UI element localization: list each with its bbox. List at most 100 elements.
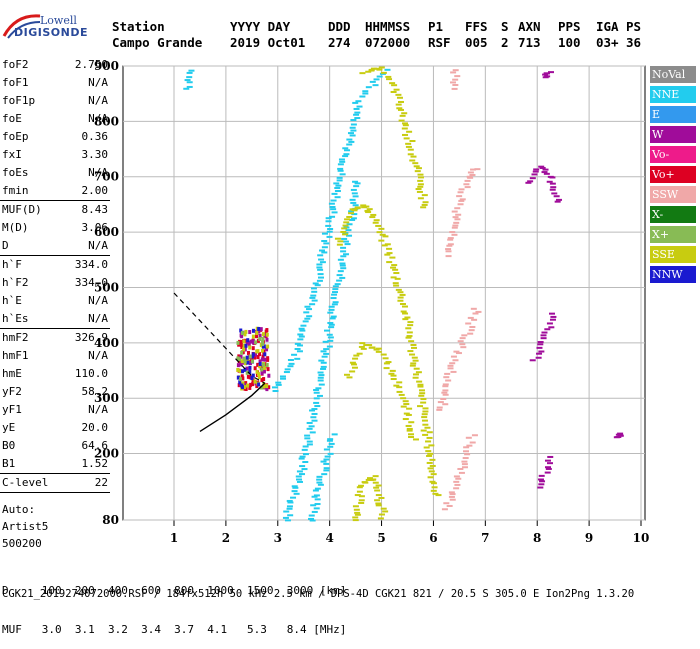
echo-mark-w xyxy=(529,359,536,362)
plot-frame xyxy=(122,65,646,521)
echo-mark-sse xyxy=(427,476,434,479)
echo-mark-nne xyxy=(302,460,309,463)
echo-mark-sse xyxy=(422,201,429,204)
echo-mark-sse xyxy=(392,268,399,271)
echo-mark-nne xyxy=(352,195,359,198)
echo-mark-sse xyxy=(402,318,409,321)
param-value: N/A xyxy=(88,166,108,179)
param-value: N/A xyxy=(88,76,108,89)
echo-mark-nne xyxy=(320,367,327,370)
header-label-9: IGA xyxy=(596,19,619,34)
echo-mark-sse xyxy=(393,88,400,91)
header-value-6: 2 xyxy=(501,35,509,50)
echo-mark-sse xyxy=(337,240,344,243)
param-row: foF2 2.750 xyxy=(0,56,110,74)
echo-mark-nne xyxy=(331,192,338,195)
echo-cluster-mark xyxy=(239,354,243,359)
y-tick-label: 300 xyxy=(94,391,119,405)
echo-mark-w xyxy=(550,186,557,189)
echo-cluster-mark xyxy=(259,327,263,332)
x-tick-label: 2 xyxy=(222,531,230,545)
echo-cluster-mark xyxy=(266,344,270,349)
echo-mark-nne xyxy=(326,439,333,442)
echo-mark-nne xyxy=(298,457,305,460)
echo-mark-nne xyxy=(314,498,321,501)
echo-cluster-mark xyxy=(255,331,259,336)
echo-mark-sse xyxy=(378,513,385,516)
echo-mark-nne xyxy=(304,434,311,437)
echo-mark-sse xyxy=(378,227,385,230)
param-row: h`F 334.0 xyxy=(0,256,110,274)
param-key: h`Es xyxy=(2,312,29,325)
echo-mark-nne xyxy=(337,258,344,261)
echo-mark-ssw xyxy=(455,477,462,480)
echo-cluster-mark xyxy=(258,337,262,342)
echo-mark-nne xyxy=(298,327,305,330)
param-row: fxI 3.30 xyxy=(0,146,110,164)
echo-mark-sse xyxy=(401,305,408,308)
echo-mark-ssw xyxy=(465,436,472,439)
echo-mark-sse xyxy=(394,277,401,280)
echo-mark-sse xyxy=(420,401,427,404)
echo-mark-sse xyxy=(386,78,393,81)
echo-mark-w xyxy=(525,181,532,184)
echo-mark-sse xyxy=(400,405,407,408)
echo-mark-nne xyxy=(323,462,330,465)
echo-cluster-mark xyxy=(237,354,241,359)
echo-mark-ssw xyxy=(449,498,456,501)
echo-mark-sse xyxy=(412,373,419,376)
echo-mark-nne xyxy=(321,246,328,249)
echo-cluster-mark xyxy=(236,356,240,361)
echo-mark-sse xyxy=(423,446,430,449)
echo-mark-w xyxy=(538,165,545,168)
echo-mark-nne xyxy=(296,344,303,347)
echo-mark-sse xyxy=(414,170,421,173)
echo-mark-nne xyxy=(326,230,333,233)
echo-mark-sse xyxy=(370,67,377,70)
param-row: B0 64.6 xyxy=(0,437,110,455)
header-label-0: Station xyxy=(112,19,165,34)
param-key: yE xyxy=(2,421,16,434)
echo-mark-ssw xyxy=(450,81,457,84)
echo-mark-sse xyxy=(390,90,397,93)
echo-mark-sse xyxy=(422,423,429,426)
echo-mark-ssw xyxy=(472,312,479,315)
echo-mark-sse xyxy=(405,424,412,427)
echo-mark-nne xyxy=(316,279,323,282)
echo-mark-nne xyxy=(328,323,335,326)
echo-mark-nne xyxy=(339,276,346,279)
echo-mark-sse xyxy=(365,211,372,214)
echo-mark-nne xyxy=(350,217,357,220)
auto-line: Artist5 xyxy=(2,520,49,533)
header-value-4: RSF xyxy=(428,35,451,50)
echo-mark-nne xyxy=(349,198,356,201)
echo-mark-nne xyxy=(328,202,335,205)
echo-mark-nne xyxy=(356,105,363,108)
echo-mark-nne xyxy=(331,293,338,296)
echo-mark-sse xyxy=(384,243,391,246)
echo-cluster-mark xyxy=(236,375,240,380)
echo-mark-sse xyxy=(409,364,416,367)
sidebar-divider xyxy=(0,200,110,201)
echo-mark-nne xyxy=(328,326,335,329)
echo-cluster-mark xyxy=(257,372,261,377)
echo-mark-nne xyxy=(186,71,193,74)
echo-mark-nne xyxy=(327,445,334,448)
param-value: N/A xyxy=(88,403,108,416)
echo-mark-sse xyxy=(413,438,420,441)
echo-mark-w xyxy=(527,180,534,183)
param-key: h`F xyxy=(2,258,22,271)
echo-mark-nne xyxy=(327,452,334,455)
legend-item-sse: SSE xyxy=(650,246,696,263)
echo-mark-sse xyxy=(421,203,428,206)
legend-item-nnw: NNW xyxy=(650,266,696,283)
echo-mark-nne xyxy=(299,329,306,332)
echo-mark-nne xyxy=(333,182,340,185)
echo-mark-sse xyxy=(410,343,417,346)
echo-mark-nne xyxy=(331,433,338,436)
echo-mark-sse xyxy=(429,458,436,461)
echo-mark-sse xyxy=(419,392,426,395)
echo-mark-sse xyxy=(372,475,379,478)
echo-mark-nne xyxy=(334,190,341,193)
echo-mark-sse xyxy=(349,370,356,373)
